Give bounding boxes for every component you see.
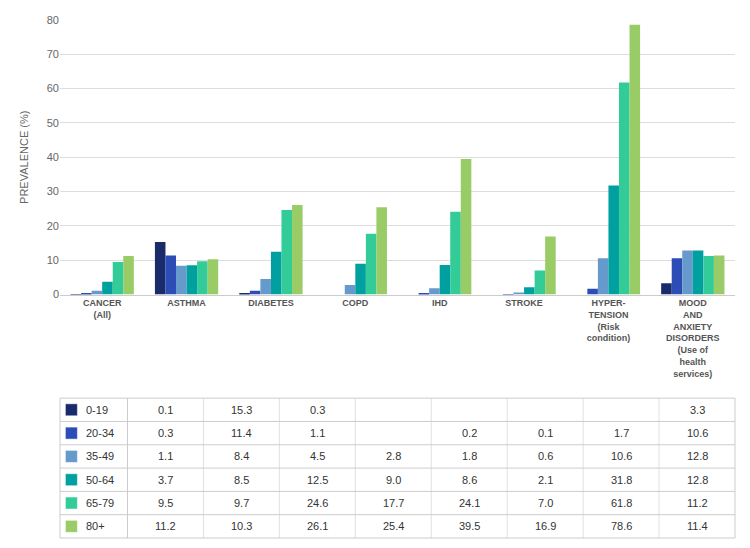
svg-text:12.8: 12.8 — [687, 450, 708, 462]
svg-text:CANCER(All): CANCER(All) — [83, 298, 122, 320]
svg-text:MOODANDANXIETYDISORDERS(Use of: MOODANDANXIETYDISORDERS(Use ofhealthserv… — [666, 298, 720, 378]
svg-text:11.2: 11.2 — [155, 520, 176, 532]
svg-text:11.4: 11.4 — [231, 427, 252, 439]
svg-text:HYPER-TENSION(Riskcondition): HYPER-TENSION(Riskcondition) — [587, 298, 631, 343]
svg-text:30: 30 — [47, 185, 59, 197]
svg-text:11.4: 11.4 — [687, 520, 708, 532]
svg-text:61.8: 61.8 — [611, 497, 632, 509]
svg-text:11.2: 11.2 — [687, 497, 708, 509]
svg-text:78.6: 78.6 — [611, 520, 632, 532]
svg-text:10.6: 10.6 — [687, 427, 708, 439]
svg-text:1.1: 1.1 — [158, 450, 173, 462]
svg-text:24.6: 24.6 — [307, 497, 328, 509]
svg-text:60: 60 — [47, 82, 59, 94]
svg-text:1.8: 1.8 — [462, 450, 477, 462]
svg-text:0.6: 0.6 — [538, 450, 553, 462]
svg-text:70: 70 — [47, 48, 59, 60]
svg-text:DIABETES: DIABETES — [248, 298, 294, 308]
svg-text:STROKE: STROKE — [505, 298, 543, 308]
svg-text:0.2: 0.2 — [462, 427, 477, 439]
svg-text:1.7: 1.7 — [614, 427, 629, 439]
svg-text:50: 50 — [47, 117, 59, 129]
svg-text:20-34: 20-34 — [86, 427, 114, 439]
svg-text:24.1: 24.1 — [459, 497, 480, 509]
svg-text:2.8: 2.8 — [386, 450, 401, 462]
svg-text:80+: 80+ — [86, 520, 105, 532]
svg-text:15.3: 15.3 — [231, 404, 252, 416]
svg-text:4.5: 4.5 — [310, 450, 325, 462]
svg-text:26.1: 26.1 — [307, 520, 328, 532]
svg-text:0.1: 0.1 — [538, 427, 553, 439]
svg-text:7.0: 7.0 — [538, 497, 553, 509]
svg-text:2.1: 2.1 — [538, 474, 553, 486]
svg-text:17.7: 17.7 — [383, 497, 404, 509]
svg-text:0: 0 — [53, 288, 59, 300]
svg-text:0.3: 0.3 — [310, 404, 325, 416]
svg-text:39.5: 39.5 — [459, 520, 480, 532]
svg-text:1.1: 1.1 — [310, 427, 325, 439]
svg-text:COPD: COPD — [342, 298, 369, 308]
svg-text:12.8: 12.8 — [687, 474, 708, 486]
svg-text:40: 40 — [47, 151, 59, 163]
svg-text:3.7: 3.7 — [158, 474, 173, 486]
svg-text:20: 20 — [47, 220, 59, 232]
svg-text:35-49: 35-49 — [86, 450, 114, 462]
svg-text:80: 80 — [47, 14, 59, 26]
svg-text:10: 10 — [47, 254, 59, 266]
svg-text:0.1: 0.1 — [158, 404, 173, 416]
svg-text:8.6: 8.6 — [462, 474, 477, 486]
svg-text:10.3: 10.3 — [231, 520, 252, 532]
svg-text:10.6: 10.6 — [611, 450, 632, 462]
svg-text:3.3: 3.3 — [690, 404, 705, 416]
svg-text:8.5: 8.5 — [234, 474, 249, 486]
svg-text:IHD: IHD — [432, 298, 448, 308]
svg-text:8.4: 8.4 — [234, 450, 249, 462]
svg-text:16.9: 16.9 — [535, 520, 556, 532]
svg-text:9.5: 9.5 — [158, 497, 173, 509]
svg-text:50-64: 50-64 — [86, 474, 114, 486]
svg-text:0.3: 0.3 — [158, 427, 173, 439]
svg-text:31.8: 31.8 — [611, 474, 632, 486]
svg-text:65-79: 65-79 — [86, 497, 114, 509]
svg-text:ASTHMA: ASTHMA — [167, 298, 206, 308]
svg-text:12.5: 12.5 — [307, 474, 328, 486]
svg-text:9.0: 9.0 — [386, 474, 401, 486]
svg-text:9.7: 9.7 — [234, 497, 249, 509]
svg-text:0-19: 0-19 — [86, 404, 108, 416]
svg-text:PREVALENCE (%): PREVALENCE (%) — [18, 111, 30, 204]
svg-text:25.4: 25.4 — [383, 520, 404, 532]
